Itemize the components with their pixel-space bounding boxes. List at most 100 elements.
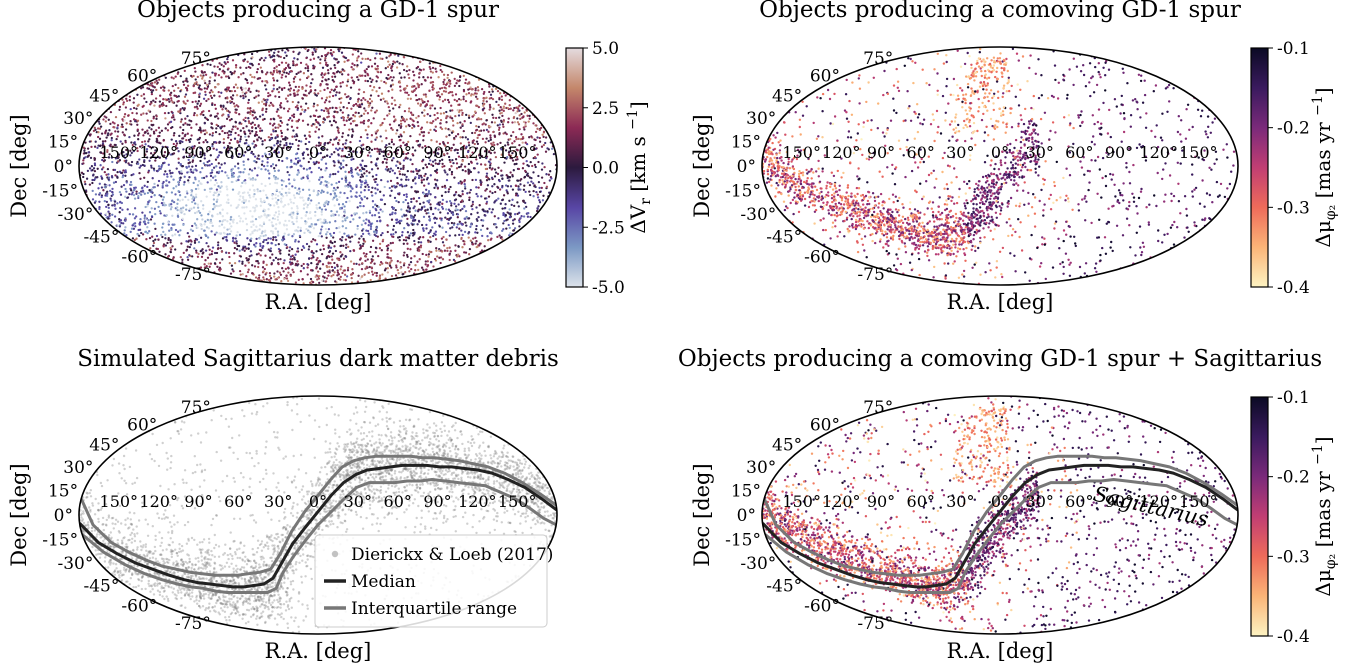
data-point <box>249 220 253 223</box>
data-point <box>325 61 328 64</box>
data-point <box>414 94 418 97</box>
data-point <box>329 138 332 142</box>
data-point <box>257 154 260 157</box>
data-point <box>200 224 203 228</box>
data-point <box>535 190 538 194</box>
data-point <box>231 128 234 131</box>
data-point <box>133 197 137 200</box>
data-point <box>374 192 377 195</box>
data-point <box>242 72 245 75</box>
data-point <box>501 184 504 188</box>
data-point <box>233 252 236 255</box>
data-point <box>292 201 295 205</box>
data-point <box>540 145 544 148</box>
data-point <box>162 243 166 246</box>
data-point <box>341 135 344 138</box>
data-point <box>518 220 521 224</box>
data-point <box>185 165 188 169</box>
data-point <box>338 91 341 94</box>
data-point <box>218 166 222 169</box>
data-point <box>351 128 354 131</box>
data-point <box>445 110 448 114</box>
data-point <box>392 224 396 228</box>
data-point <box>333 271 336 274</box>
data-point <box>400 234 404 237</box>
data-point <box>92 129 96 133</box>
data-point <box>399 122 403 125</box>
data-point <box>513 227 517 230</box>
data-point <box>356 64 359 67</box>
data-point <box>229 133 232 136</box>
data-point <box>151 89 155 92</box>
data-point <box>288 107 291 111</box>
data-point <box>258 248 262 252</box>
data-point <box>326 270 329 273</box>
data-point <box>237 152 241 156</box>
data-point <box>210 171 214 174</box>
data-point <box>357 241 360 244</box>
data-point <box>283 224 286 227</box>
data-point <box>169 120 173 123</box>
data-point <box>494 171 498 174</box>
data-point <box>502 147 505 150</box>
data-point <box>304 89 307 92</box>
data-point <box>128 135 131 139</box>
data-point <box>328 120 332 123</box>
data-point <box>89 156 93 160</box>
data-point <box>202 204 205 207</box>
data-point <box>467 231 471 234</box>
data-point <box>221 114 224 117</box>
data-point <box>325 236 328 239</box>
data-point <box>203 263 206 266</box>
data-point <box>200 111 204 114</box>
data-point <box>459 195 462 198</box>
data-point <box>472 237 475 240</box>
data-point <box>275 201 278 204</box>
data-point <box>232 86 236 89</box>
data-point <box>158 209 162 213</box>
data-point <box>379 190 382 193</box>
data-point <box>442 153 446 156</box>
data-point <box>176 72 179 75</box>
data-point <box>223 124 226 128</box>
data-point <box>211 168 214 172</box>
data-point <box>517 185 520 188</box>
data-point <box>194 195 198 199</box>
data-point <box>239 129 242 132</box>
data-point <box>360 267 364 271</box>
data-point <box>343 205 346 208</box>
data-point <box>110 136 113 140</box>
data-point <box>359 201 362 204</box>
data-point <box>451 94 454 97</box>
data-point <box>377 205 380 209</box>
data-point <box>196 218 199 221</box>
data-point <box>272 84 275 87</box>
data-point <box>142 93 146 96</box>
data-point <box>498 123 501 126</box>
data-point <box>438 201 442 204</box>
data-point <box>308 202 312 205</box>
data-point <box>360 52 363 55</box>
data-point <box>204 234 208 238</box>
data-point <box>396 148 400 152</box>
data-point <box>109 133 112 136</box>
data-point <box>294 105 298 109</box>
data-point <box>444 127 447 130</box>
data-point <box>263 239 266 242</box>
data-point <box>184 195 187 199</box>
data-point <box>390 102 394 105</box>
data-point <box>319 61 322 65</box>
data-point <box>465 113 468 117</box>
data-point <box>108 212 111 215</box>
data-point <box>218 269 221 272</box>
data-point <box>402 56 406 59</box>
data-point <box>373 214 377 217</box>
data-point <box>342 278 346 282</box>
data-point <box>259 234 262 238</box>
data-point <box>268 54 271 57</box>
data-point <box>213 72 217 75</box>
data-point <box>383 117 386 121</box>
data-point <box>417 237 420 240</box>
data-point <box>358 74 361 77</box>
data-point <box>181 107 184 110</box>
